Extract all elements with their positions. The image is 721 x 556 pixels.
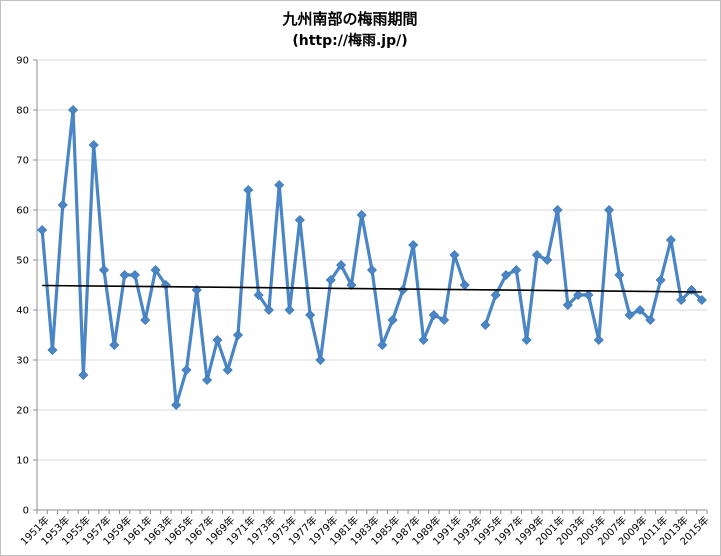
data-point [604,204,615,216]
data-point [181,364,192,376]
data-point [531,249,542,261]
data-point [562,299,573,311]
data-point [377,339,388,351]
data-point [366,264,378,276]
data-point [439,314,450,326]
data-point [676,294,687,306]
data-point [57,199,68,211]
data-point [222,364,233,376]
data-point [47,344,58,356]
y-tick-label: 60 [16,206,29,217]
y-tick-label: 40 [16,306,29,317]
data-point [397,284,408,296]
data-point [645,314,656,326]
data-point [150,264,161,276]
data-point [552,204,563,216]
data-point [665,234,676,246]
y-tick-label: 70 [16,156,29,167]
data-point [624,309,635,321]
y-tick-label: 30 [16,356,29,367]
y-tick-label: 10 [16,456,29,467]
data-point [542,254,553,266]
data-point [573,289,584,301]
data-point [521,334,532,346]
data-point [336,259,347,271]
data-point [305,309,316,321]
series-group [37,104,707,411]
data-point [315,354,326,366]
data-point [294,214,305,226]
data-point [109,339,120,351]
x-axis: 1951年1953年1955年1957年1959年1961年1963年1965年… [18,509,711,548]
y-tick-label: 90 [16,56,29,67]
data-point [490,289,501,301]
data-point [202,374,213,386]
data-point [212,334,223,346]
data-point [459,279,470,291]
chart-title: 九州南部の梅雨期間 [281,10,417,28]
data-point [78,369,89,381]
data-point [480,319,491,331]
data-point [325,274,336,286]
data-point [696,294,707,306]
data-point [88,139,99,151]
data-point [387,314,398,326]
trendline-group [42,284,702,293]
data-point [583,289,594,301]
y-axis: 0 10 20 30 40 50 60 70 80 90 [16,56,38,517]
data-point [284,304,295,316]
data-point [119,269,130,281]
chart-subtitle: (http://梅雨.jp/) [292,32,407,49]
data-point [655,274,666,286]
trendline [42,284,702,293]
data-point [428,309,439,321]
data-point [614,269,625,281]
data-point [140,314,151,326]
data-point [129,269,140,281]
data-point [346,279,357,291]
data-point [98,264,110,276]
y-tick-label: 20 [16,406,29,417]
data-point [68,104,79,116]
data-point [500,269,512,281]
data-point [253,289,264,301]
y-tick-label: 80 [16,106,29,117]
data-point [408,239,419,251]
data-point [418,334,429,346]
y-tick-label: 0 [23,506,29,517]
data-point [232,329,244,341]
data-point [356,209,367,221]
data-point [511,264,522,276]
data-point [274,179,285,191]
y-tick-label: 50 [16,256,29,267]
gridlines [37,59,707,461]
series-line [40,108,467,407]
series-line [483,208,703,342]
data-point [243,184,254,196]
data-point [634,304,646,316]
data-point [171,399,182,411]
data-point [449,249,460,261]
data-point [37,224,48,236]
data-point [593,334,604,346]
data-point [263,304,274,316]
